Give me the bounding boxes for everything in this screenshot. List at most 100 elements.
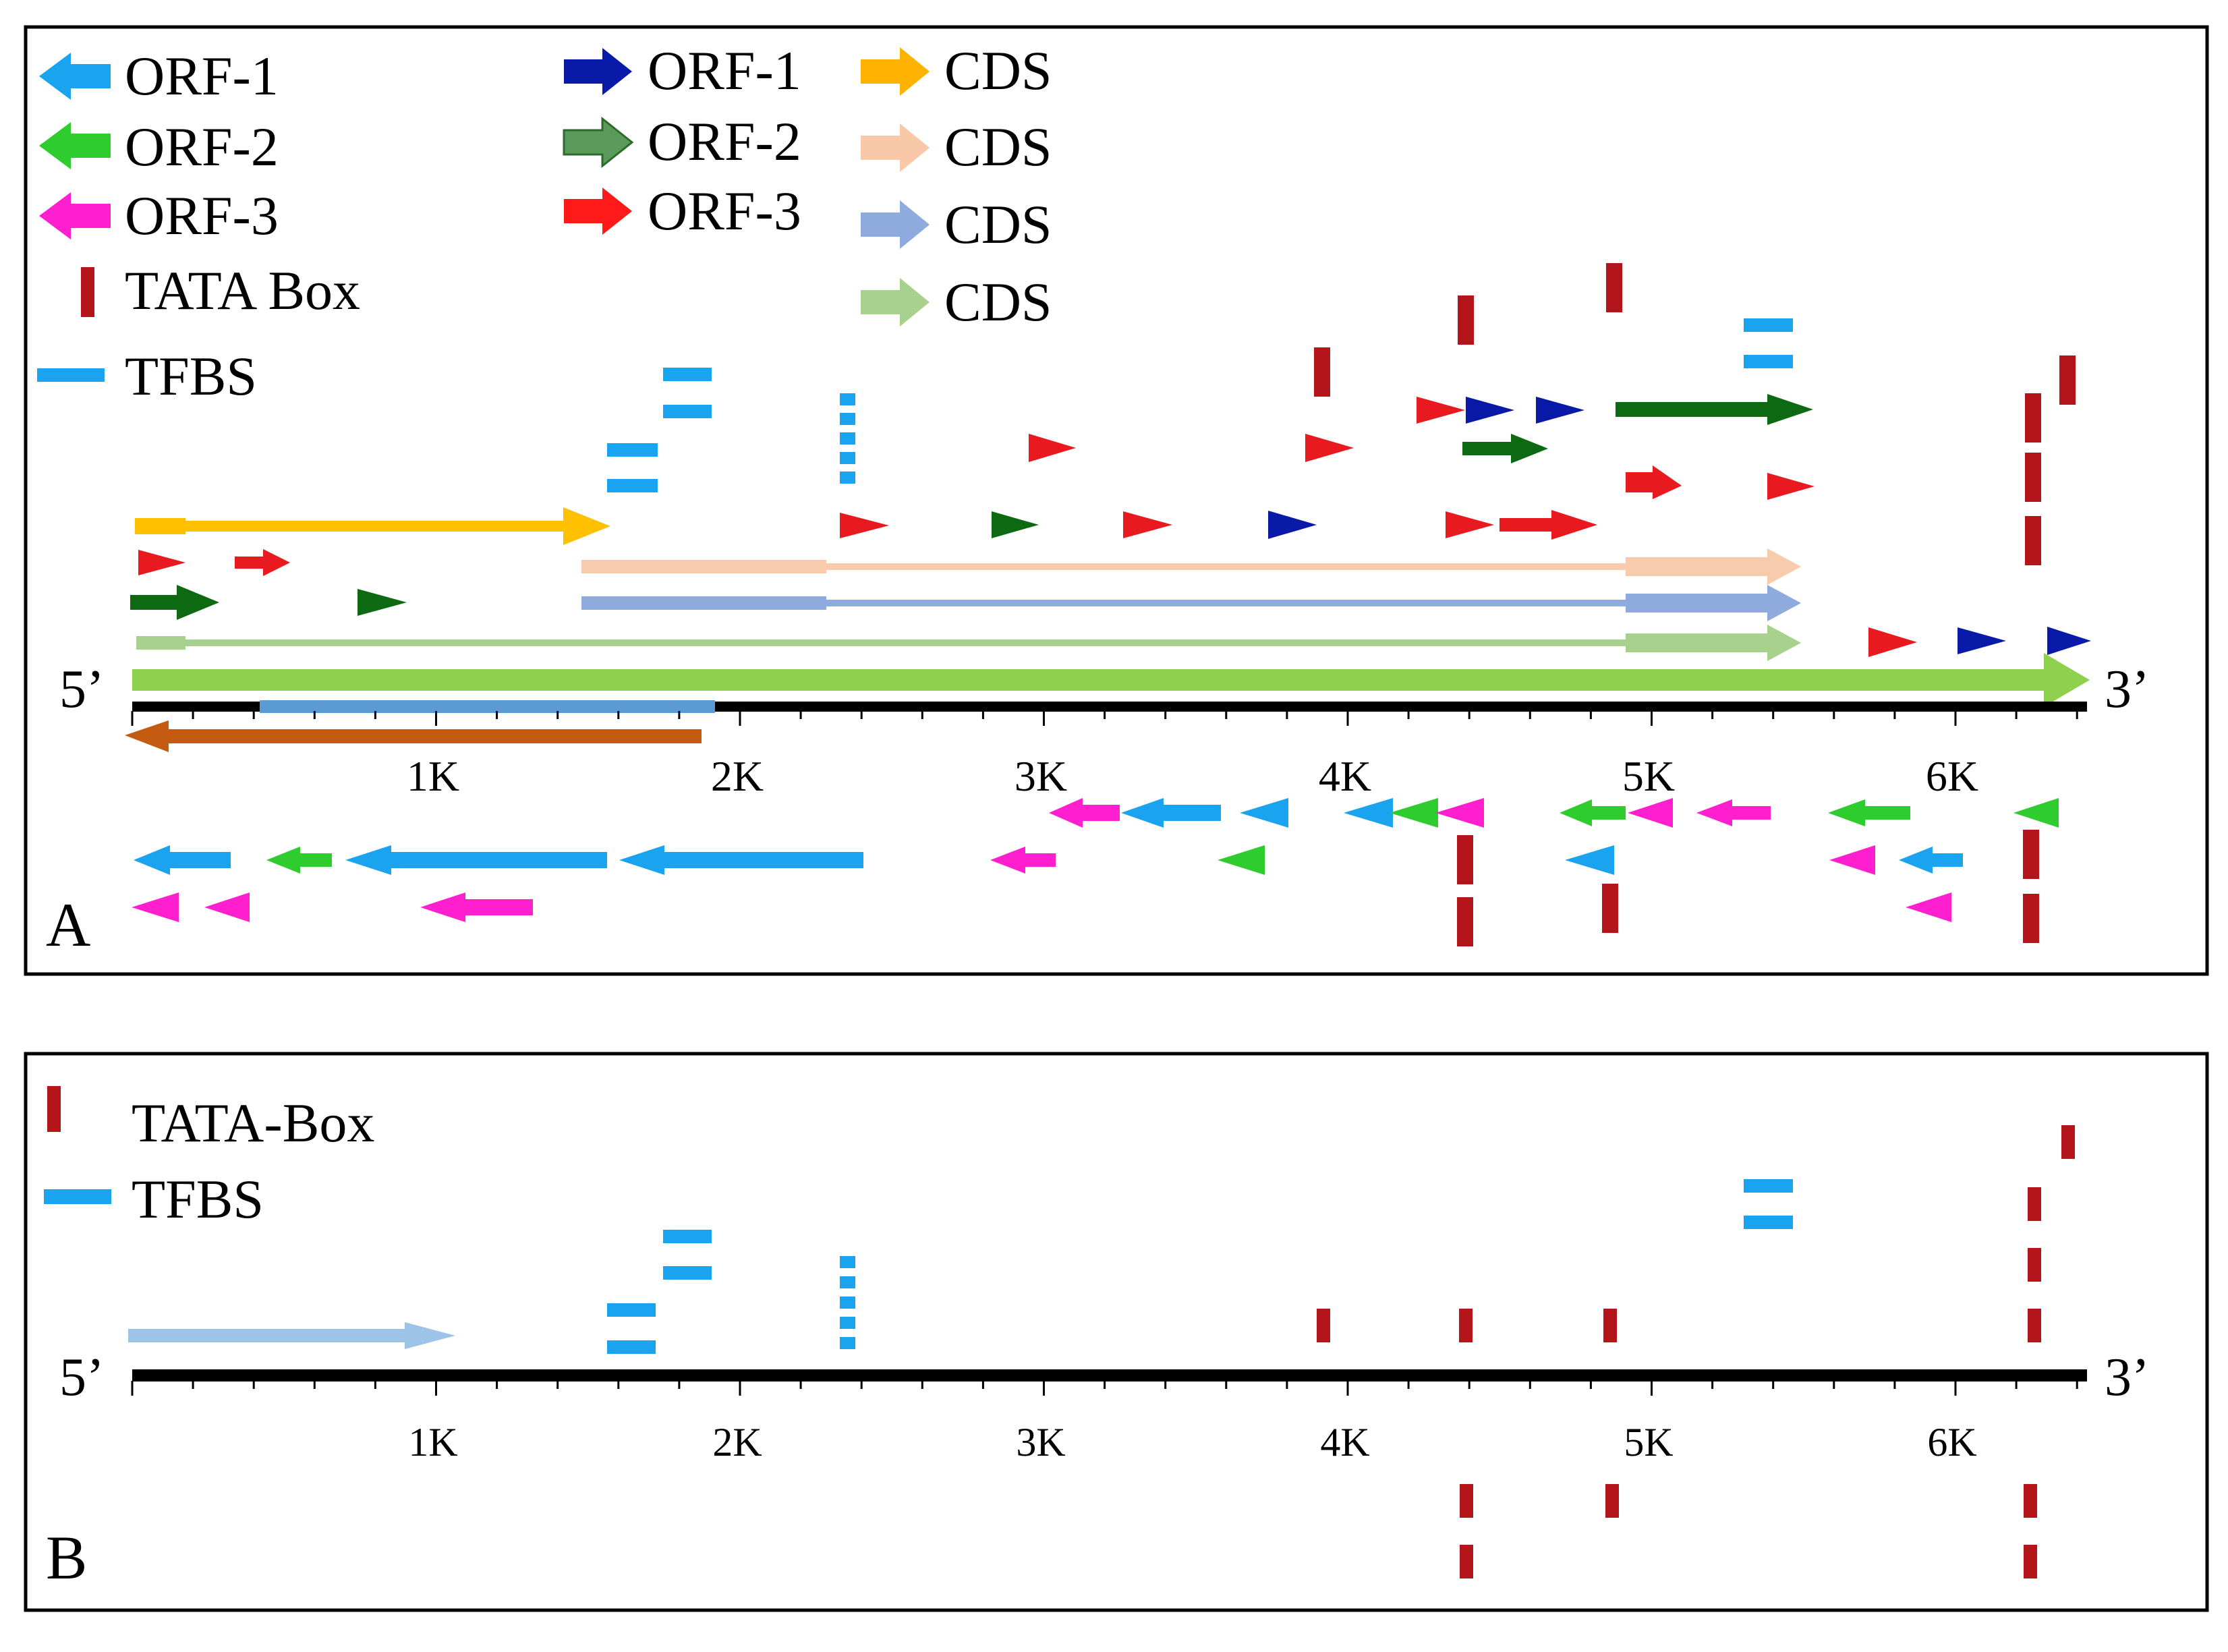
tfbs-site	[607, 1303, 656, 1317]
tfbs-site	[840, 1317, 855, 1329]
minor-tick	[860, 1381, 863, 1389]
tata-box	[1458, 295, 1474, 345]
tata-box	[2025, 516, 2041, 565]
minor-tick	[921, 711, 923, 719]
minor-tick	[252, 1381, 255, 1389]
legend-tfbs-icon	[44, 1189, 111, 1204]
legend-tata-box-icon	[81, 267, 94, 317]
orf1-reverse-arrow	[1899, 847, 1963, 874]
minor-tick	[1893, 1381, 1896, 1389]
panel-b-features	[128, 1125, 2075, 1578]
tata-box	[2024, 1484, 2037, 1518]
minor-tick	[1407, 1381, 1410, 1389]
minor-tick	[1286, 711, 1288, 719]
tata-box	[2025, 393, 2041, 443]
major-tick	[1651, 711, 1653, 726]
tata-box	[1605, 1484, 1619, 1518]
cds-orange-start-block	[135, 518, 185, 534]
panel-a-frame	[24, 25, 2209, 976]
tata-box	[2023, 894, 2039, 943]
minor-tick	[1711, 1381, 1714, 1389]
panel-a-tick-marks	[131, 711, 2078, 726]
tick-label: 1K	[408, 1420, 457, 1464]
tata-box	[2059, 355, 2076, 405]
major-tick	[1651, 1381, 1653, 1396]
tick-label: 2K	[711, 752, 764, 800]
legend-orf3-fwd-icon	[564, 188, 632, 235]
orf2-reverse-arrow	[2013, 798, 2059, 828]
panel-b-tick-marks	[131, 1381, 2078, 1396]
minor-tick	[1529, 1381, 1531, 1389]
orf2-forward-arrow	[1462, 434, 1548, 463]
minor-tick	[1407, 711, 1410, 719]
minor-tick	[496, 711, 498, 719]
minor-tick	[374, 1381, 376, 1389]
major-tick	[435, 1381, 437, 1396]
panel-a: ORF-1 ORF-2 ORF-3 TATA Box TFBS ORF-1 OR…	[24, 25, 2209, 976]
tfbs-site	[1744, 1179, 1793, 1193]
minor-tick	[1589, 1381, 1592, 1389]
tfbs-site	[663, 368, 712, 381]
three-prime-label: 3’	[2105, 1348, 2150, 1407]
legend-label: ORF-2	[648, 111, 801, 172]
panel-a-cds-arrows	[135, 507, 1801, 661]
minor-tick	[617, 1381, 620, 1389]
minor-tick	[1833, 1381, 1835, 1389]
tick-label: 3K	[1015, 752, 1067, 800]
minor-tick	[1529, 711, 1531, 719]
tata-box	[1460, 1484, 1473, 1518]
orf3-forward-arrow	[1767, 473, 1815, 500]
minor-tick	[1225, 711, 1228, 719]
minor-tick	[313, 1381, 316, 1389]
orf3-forward-arrow	[1123, 511, 1172, 538]
legend-label: TATA Box	[125, 260, 360, 321]
minor-tick	[1833, 711, 1835, 719]
tfbs-site	[840, 452, 855, 464]
major-tick	[1346, 1381, 1349, 1396]
orf3-forward-arrow	[1305, 434, 1354, 462]
minor-tick	[374, 711, 376, 719]
panel-a-tata-boxes-bottom	[1457, 830, 2039, 946]
minor-tick	[981, 1381, 984, 1389]
minor-tick	[1468, 711, 1470, 719]
tfbs-site	[607, 1340, 656, 1354]
panel-a-tfbs-sites	[607, 318, 1793, 492]
tata-box	[2028, 1187, 2041, 1221]
tfbs-site	[663, 1266, 712, 1280]
three-prime-label: 3’	[2105, 660, 2150, 719]
panel-a-legend: ORF-1 ORF-2 ORF-3 TATA Box TFBS ORF-1 OR…	[37, 40, 1052, 407]
legend-label: TFBS	[125, 345, 257, 407]
tata-box	[1602, 884, 1618, 933]
tick-label: 5K	[1624, 1420, 1673, 1464]
minor-tick	[2076, 1381, 2078, 1389]
tata-box	[2028, 1248, 2041, 1282]
legend-label: TATA-Box	[132, 1092, 374, 1153]
legend-label: ORF-3	[648, 180, 801, 241]
panel-a-reverse-orfs	[132, 798, 2059, 922]
legend-orf1-rev-icon	[39, 53, 111, 100]
tata-box	[1457, 835, 1473, 884]
orf3-reverse-arrow	[990, 847, 1056, 874]
tata-box	[2023, 830, 2039, 879]
tata-box	[1459, 1309, 1473, 1342]
minor-tick	[1164, 1381, 1167, 1389]
minor-tick	[556, 1381, 559, 1389]
five-prime-label: 5’	[59, 1348, 105, 1407]
orf2-reverse-arrow	[266, 847, 332, 874]
minor-tick	[1104, 711, 1106, 719]
major-tick	[1043, 1381, 1045, 1396]
legend-orf3-rev-icon	[39, 192, 111, 239]
minor-tick	[678, 711, 681, 719]
orf2-forward-arrow	[130, 585, 219, 620]
minor-tick	[1589, 711, 1592, 719]
legend-cds-2-icon	[861, 123, 930, 172]
minor-tick	[799, 711, 802, 719]
orf1-forward-arrow	[2047, 627, 2091, 655]
major-tick	[1954, 1381, 1957, 1396]
tick-label: 6K	[1927, 1420, 1976, 1464]
orf2-reverse-arrow	[1218, 845, 1265, 875]
legend-label: CDS	[944, 271, 1052, 333]
legend-cds-1-icon	[861, 47, 930, 96]
orf3-reverse-arrow	[204, 892, 250, 922]
